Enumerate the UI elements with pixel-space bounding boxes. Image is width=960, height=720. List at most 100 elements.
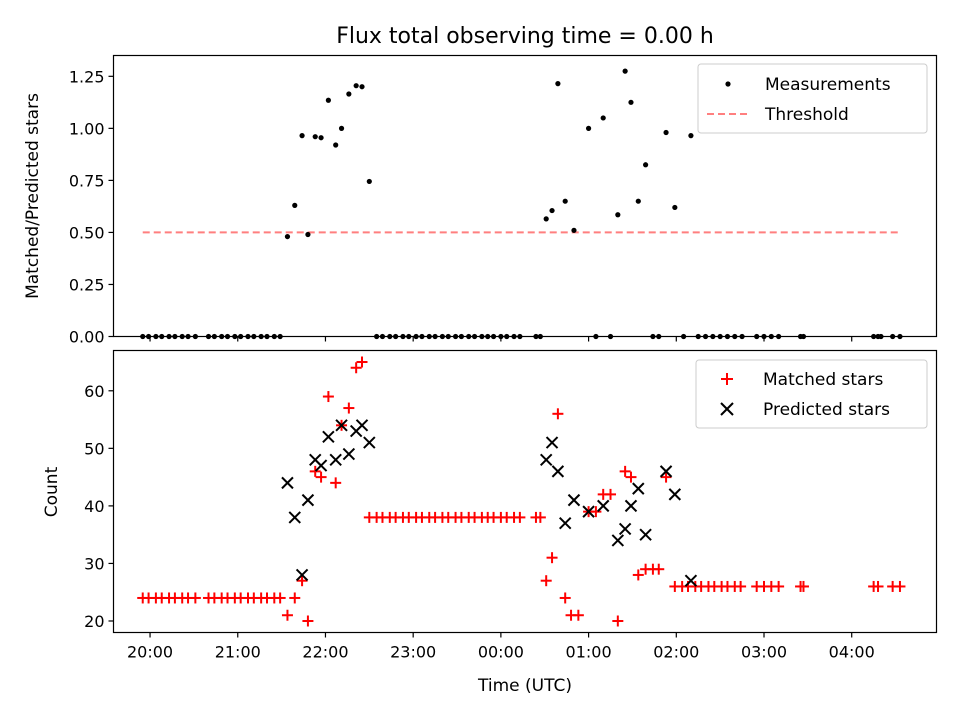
measurement-point [325,97,331,103]
legend-measurements-label: Measurements [765,75,891,95]
matched-star-point [540,575,552,587]
top-legend-box [697,63,928,134]
y-tick-label: 30 [84,554,104,573]
predicted-star-point [295,568,309,582]
measurement-point [353,83,359,89]
matched-star-point [302,615,314,627]
predicted-star-point [551,465,565,478]
matched-star-point [309,465,321,477]
matched-star-point [797,580,809,592]
measurement-point [622,68,628,74]
matched-star-point [660,471,672,483]
x-stroke-2 [335,419,348,432]
measurement-point [299,133,305,139]
x-stroke-2 [558,516,572,530]
top-axes-frame [112,54,938,338]
predicted-star-point [596,499,610,513]
y-tick-label: 60 [84,382,104,401]
predicted-star-point [329,453,342,467]
bottom-axes-frame [112,349,938,634]
matched-star-point [612,615,624,627]
predicted-star-point [545,436,559,449]
x-stroke-2 [342,447,356,461]
predicted-star-point [281,476,294,490]
matched-star-point [559,592,571,604]
predicted-star-point [582,505,595,518]
measurement-point [600,115,606,121]
measurement-point [359,84,365,90]
legend-measurements-marker [725,81,731,87]
x-stroke-2 [545,436,559,449]
y-tick-label: 0.50 [69,223,105,242]
x-tick-label: 02:00 [653,643,699,662]
y-tick-label: 0.00 [69,328,105,347]
matched-star-point [274,592,286,604]
predicted-star-point [322,430,335,444]
predicted-star-point [632,482,645,495]
x-stroke-2 [363,436,376,449]
bottom-legend: Matched stars Predicted stars [695,359,928,429]
y-tick-label: 20 [84,612,104,631]
measurement-point [555,81,561,87]
x-stroke-2 [355,419,369,432]
predicted-star-point [567,493,581,507]
measurement-point [333,142,339,148]
legend-predicted-marker [720,402,734,416]
predicted-star-point [659,465,673,478]
measurement-point [338,125,345,131]
y-tick-label: 1.00 [69,119,105,138]
measurement-point [318,135,324,141]
measurement-point [571,227,577,233]
predicted-star-point [618,522,632,536]
matched-star-point [632,569,644,581]
measurement-point [549,207,555,214]
matched-star-point [281,609,293,621]
matched-star-point [590,506,602,518]
matched-star-point [572,609,584,621]
matched-star-point [894,580,906,592]
measurement-point [672,204,678,211]
matched-star-point [653,563,665,575]
matched-star-point [289,592,301,604]
matched-star-point [350,362,362,374]
x-stroke-2 [551,465,565,478]
x-stroke-2 [684,574,698,587]
measurement-point [615,212,621,218]
matched-star-point [514,511,526,523]
predicted-star-point [539,453,553,467]
x-stroke-2 [582,505,595,518]
predicted-star-point [558,516,572,530]
matched-star-point [322,391,334,403]
x-stroke-2 [668,488,682,501]
x-stroke-2 [301,493,315,507]
predicted-star-point [363,436,376,449]
predicted-star-point [314,459,328,472]
legend-predicted-label: Predicted stars [763,400,890,420]
x-stroke-2 [309,453,322,467]
x-stroke-2 [596,499,610,513]
matched-star-point [625,471,637,483]
x-tick-label: 00:00 [478,643,524,662]
x-stroke-2 [314,459,328,472]
measurement-point [663,129,669,136]
measurement-point [292,202,298,208]
predicted-star-point [611,534,625,547]
x-tick-label: 03:00 [741,643,787,662]
x-stroke-2 [567,493,581,507]
x-stroke-2 [288,511,301,524]
matched-star-point [296,575,308,587]
matched-star-point [534,511,546,523]
x-tick-label: 20:00 [127,643,173,662]
x-stroke-2 [618,522,632,536]
matched-star-point [546,552,558,564]
measurement-point [312,134,318,140]
x-stroke-2 [329,453,342,467]
legend-matched-label: Matched stars [763,370,883,390]
bottom-panel: 20 30 40 50 60 20:00 21:00 22:00 23:00 00:00 01:0… [42,349,938,696]
predicted-star-point [288,511,301,524]
x-tick-label: 01:00 [566,643,612,662]
matched-star-point [343,402,355,414]
measurement-point [305,231,311,238]
x-stroke-2 [322,430,335,444]
chart-title: Flux total observing time = 0.00 h [336,24,714,49]
